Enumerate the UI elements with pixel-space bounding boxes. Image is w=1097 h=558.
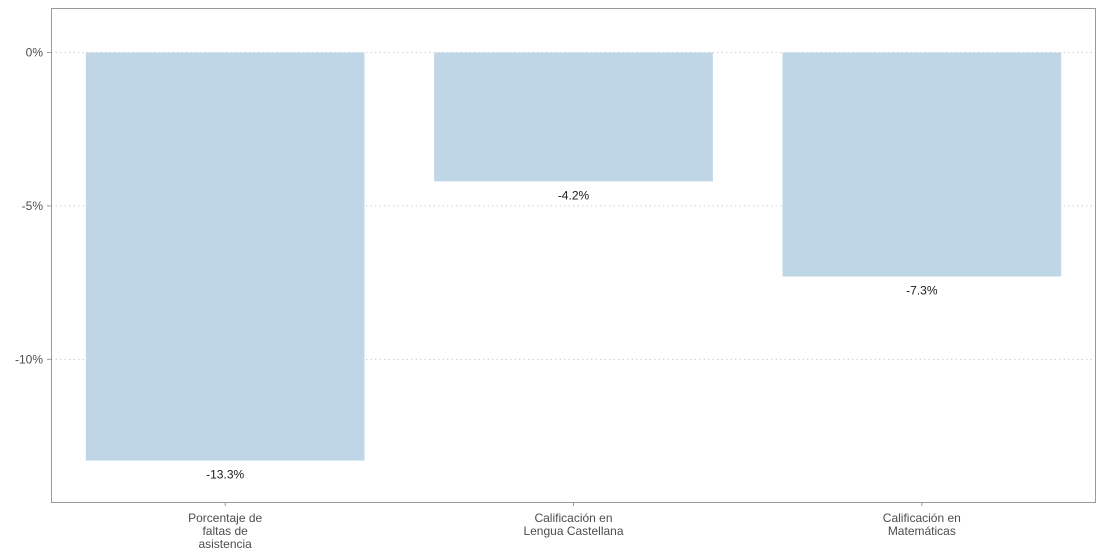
plot-panel-border [51,8,1096,503]
data-label: -4.2% [558,188,590,202]
data-label: -13.3% [206,468,244,482]
x-tick-label: Calificación en Lengua Castellana [523,511,623,538]
x-tick-label: Porcentaje de faltas de asistencia [188,511,262,551]
y-tick-label: -10% [15,352,43,366]
data-labels: -13.3% -4.2% -7.3% [206,188,938,481]
bar [85,52,365,461]
bar [434,52,713,182]
y-tick-label: 0% [26,45,44,59]
data-label: -7.3% [906,283,938,297]
x-axis: Porcentaje de faltas de asistencia Califica… [188,502,961,551]
bar [782,52,1062,277]
x-tick-label: Calificación en Matemáticas [883,511,961,538]
y-tick-label: -5% [22,199,44,213]
y-axis: 0% -5% -10% [15,45,51,366]
bars [85,52,1062,461]
